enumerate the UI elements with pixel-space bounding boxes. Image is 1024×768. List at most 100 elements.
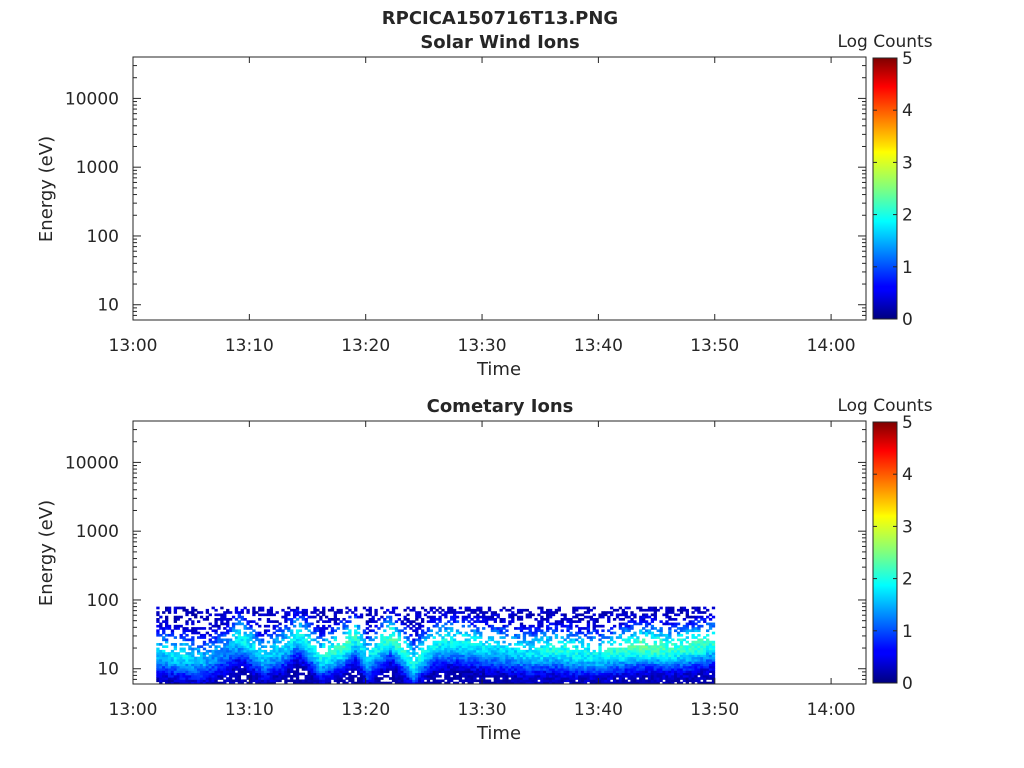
spectrogram-cell	[342, 643, 346, 646]
spectrogram-cell	[359, 677, 364, 680]
spectrogram-cell	[333, 652, 338, 655]
spectrogram-cell	[543, 661, 547, 664]
spectrogram-cell	[228, 658, 233, 662]
spectrogram-cell	[208, 658, 212, 662]
spectrogram-cell	[167, 652, 172, 655]
spectrogram-cell	[630, 643, 634, 646]
spectrogram-cell	[444, 629, 448, 633]
spectrogram-cell	[191, 652, 195, 655]
spectrogram-cell	[234, 652, 239, 655]
spectrogram-cell	[327, 608, 332, 612]
spectrogram-cell	[397, 674, 401, 678]
spectrogram-cell	[322, 643, 326, 646]
spectrogram-cell	[380, 656, 384, 660]
spectrogram-cell	[697, 649, 701, 653]
spectrogram-cell	[249, 620, 253, 623]
spectrogram-cell	[348, 615, 352, 619]
spectrogram-cell	[342, 631, 346, 635]
spectrogram-cell	[272, 663, 276, 667]
spectrogram-cell	[377, 677, 381, 680]
x-tick-label: 13:10	[225, 700, 274, 720]
spectrogram-cell	[333, 629, 338, 633]
spectrogram-cell	[487, 663, 492, 667]
spectrogram-cell	[473, 629, 477, 633]
spectrogram-cell	[217, 618, 221, 621]
spectrogram-cell	[633, 640, 637, 644]
spectrogram-cell	[566, 670, 570, 674]
spectrogram-cell	[391, 631, 396, 635]
spectrogram-cell	[234, 677, 239, 680]
spectrogram-cell	[679, 672, 684, 676]
spectrogram-cell	[287, 645, 291, 648]
spectrogram-cell	[348, 649, 352, 653]
spectrogram-cell	[263, 631, 268, 635]
spectrogram-cell	[324, 627, 329, 630]
spectrogram-cell	[522, 652, 527, 655]
spectrogram-cell	[301, 668, 306, 671]
spectrogram-cell	[371, 618, 375, 621]
spectrogram-cell	[365, 661, 370, 664]
spectrogram-cell	[595, 661, 599, 664]
spectrogram-cell	[650, 672, 655, 676]
spectrogram-cell	[272, 613, 276, 617]
spectrogram-cell	[627, 645, 631, 648]
spectrogram-cell	[438, 654, 442, 658]
spectrogram-cell	[502, 661, 506, 664]
spectrogram-cell	[176, 672, 180, 676]
spectrogram-cell	[386, 636, 390, 639]
spectrogram-cell	[499, 608, 503, 612]
spectrogram-cell	[214, 665, 218, 669]
spectrogram-cell	[639, 647, 643, 651]
spectrogram-cell	[708, 661, 713, 664]
spectrogram-cell	[444, 647, 448, 651]
spectrogram-cell	[496, 631, 500, 635]
spectrogram-cell	[438, 620, 442, 623]
spectrogram-cell	[607, 611, 611, 614]
spectrogram-cell	[255, 679, 259, 683]
spectrogram-cell	[583, 633, 588, 637]
spectrogram-cell	[202, 668, 207, 671]
spectrogram-cell	[290, 661, 294, 664]
spectrogram-cell	[441, 613, 445, 617]
spectrogram-cell	[473, 645, 477, 648]
spectrogram-cell	[586, 668, 591, 671]
spectrogram-cell	[537, 652, 541, 655]
spectrogram-cell	[484, 658, 489, 662]
spectrogram-cell	[438, 645, 442, 648]
spectrogram-cell	[615, 652, 620, 655]
panel-cometary-ions: Cometary Ions 13:00 13:10 13:20 13:30 13:40 1…	[36, 396, 933, 744]
spectrogram-cell	[572, 645, 576, 648]
spectrogram-cell	[630, 618, 634, 621]
spectrogram-cell	[493, 627, 497, 630]
spectrogram-cell	[420, 663, 425, 667]
spectrogram-cell	[563, 661, 567, 664]
spectrogram-cell	[464, 638, 468, 642]
spectrogram-cell	[380, 663, 384, 667]
spectrogram-cell	[243, 658, 247, 662]
spectrogram-cell	[194, 674, 198, 678]
spectrogram-cell	[351, 636, 355, 639]
spectrogram-cell	[668, 615, 672, 619]
spectrogram-cell	[441, 652, 445, 655]
spectrogram-cell	[371, 629, 375, 633]
spectrogram-cell	[508, 647, 512, 651]
spectrogram-cell	[560, 656, 564, 660]
spectrogram-cell	[359, 679, 364, 683]
spectrogram-cell	[316, 663, 320, 667]
spectrogram-cell	[653, 615, 657, 619]
spectrogram-cell	[455, 611, 460, 614]
spectrogram-cell	[575, 670, 579, 674]
spectrogram-cell	[307, 615, 311, 619]
spectrogram-cell	[534, 656, 538, 660]
spectrogram-cell	[371, 672, 375, 676]
spectrogram-cell	[508, 615, 512, 619]
spectrogram-cell	[688, 670, 692, 674]
spectrogram-cell	[194, 631, 198, 635]
spectrogram-cell	[420, 647, 425, 651]
spectrogram-cell	[580, 649, 585, 653]
spectrogram-cell	[656, 656, 660, 660]
spectrogram-cell	[682, 672, 687, 676]
spectrogram-cell	[560, 620, 564, 623]
spectrogram-cell	[255, 622, 259, 626]
spectrogram-cell	[706, 649, 710, 653]
